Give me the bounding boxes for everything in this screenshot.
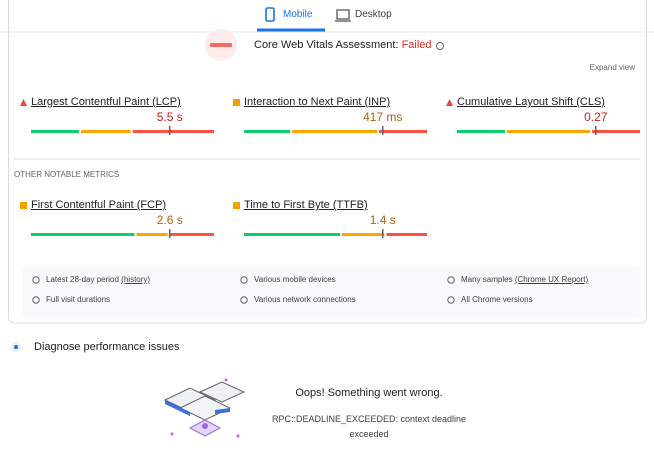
metric-name[interactable]: Largest Contentful Paint (LCP) bbox=[31, 96, 181, 108]
footer-item: Latest 28-day period (history) bbox=[46, 276, 150, 284]
assessment-label: Core Web Vitals Assessment: bbox=[254, 39, 399, 51]
footer-text: Full visit durations bbox=[46, 295, 111, 304]
distribution-segment bbox=[457, 130, 505, 133]
footer-text: Various network connections bbox=[254, 295, 356, 304]
rating-icon bbox=[233, 99, 240, 106]
error-message: RPC::DEADLINE_EXCEEDED: context deadline… bbox=[271, 414, 467, 439]
footer-text: Latest 28-day period bbox=[46, 275, 119, 284]
assessment: Core Web Vitals Assessment: Failed bbox=[254, 40, 432, 51]
footer-icon bbox=[240, 276, 248, 284]
distribution-segment bbox=[80, 130, 131, 133]
footer-link[interactable]: (Chrome UX Report) bbox=[514, 275, 589, 284]
footer-text: All Chrome versions bbox=[461, 295, 533, 304]
distribution-segment bbox=[342, 233, 385, 236]
section-heading: OTHER NOTABLE METRICS bbox=[14, 170, 120, 179]
rating-icon bbox=[233, 202, 240, 209]
error-title: Oops! Something went wrong. bbox=[295, 387, 443, 399]
metric-name[interactable]: Interaction to Next Paint (INP) bbox=[244, 96, 391, 108]
footer-text: Various mobile devices bbox=[254, 275, 336, 284]
metric-value: 417 ms bbox=[363, 110, 403, 124]
footer-item: Many samples (Chrome UX Report) bbox=[461, 276, 588, 284]
expand-view[interactable]: Expand view bbox=[589, 63, 635, 72]
distribution-segment bbox=[592, 130, 640, 133]
footer-icon bbox=[32, 276, 40, 284]
distribution-segment bbox=[132, 130, 214, 133]
distribution-segment bbox=[379, 130, 427, 133]
distribution-segment bbox=[31, 130, 79, 133]
card bbox=[8, 0, 647, 324]
rating-icon bbox=[20, 202, 27, 209]
tab-desktop[interactable]: Desktop bbox=[355, 9, 392, 20]
footer-box bbox=[22, 266, 641, 318]
diagnose-heading: Diagnose performance issues bbox=[34, 341, 180, 353]
footer-link[interactable]: (history) bbox=[121, 275, 151, 284]
metric-name[interactable]: First Contentful Paint (FCP) bbox=[31, 199, 167, 211]
mobile-icon bbox=[265, 7, 275, 22]
metric-name[interactable]: Cumulative Layout Shift (CLS) bbox=[457, 96, 605, 108]
help-icon bbox=[436, 42, 444, 50]
metric-value: 2.6 s bbox=[156, 213, 183, 227]
rating-icon bbox=[20, 99, 27, 106]
distribution-segment bbox=[292, 130, 378, 133]
distribution-segment bbox=[386, 233, 427, 236]
distribution-segment bbox=[244, 233, 341, 236]
assessment-status: Failed bbox=[401, 39, 432, 51]
distribution-segment bbox=[169, 233, 214, 236]
footer-icon bbox=[32, 296, 40, 304]
metric-name[interactable]: Time to First Byte (TTFB) bbox=[244, 199, 368, 211]
rating-icon bbox=[446, 99, 453, 106]
site-logo bbox=[210, 43, 232, 47]
distribution-segment bbox=[136, 233, 168, 236]
footer-item: Various network connections bbox=[254, 296, 356, 304]
error-illustration bbox=[163, 378, 246, 438]
footer-icon bbox=[447, 296, 455, 304]
footer-text: Many samples bbox=[461, 275, 513, 284]
distribution-segment bbox=[244, 130, 291, 133]
footer-item: Various mobile devices bbox=[254, 276, 336, 284]
tab-mobile[interactable]: Mobile bbox=[283, 9, 313, 20]
metric-value: 1.4 s bbox=[369, 213, 396, 227]
desktop-icon bbox=[336, 9, 350, 20]
metric-value: 0.27 bbox=[584, 110, 608, 124]
diagnose-icon bbox=[14, 345, 18, 349]
distribution-segment bbox=[31, 233, 135, 236]
metric-value: 5.5 s bbox=[156, 110, 183, 124]
footer-icon bbox=[240, 296, 248, 304]
footer-item: Full visit durations bbox=[46, 296, 110, 304]
footer-icon bbox=[447, 276, 455, 284]
footer-item: All Chrome versions bbox=[461, 296, 533, 304]
distribution-segment bbox=[506, 130, 591, 133]
